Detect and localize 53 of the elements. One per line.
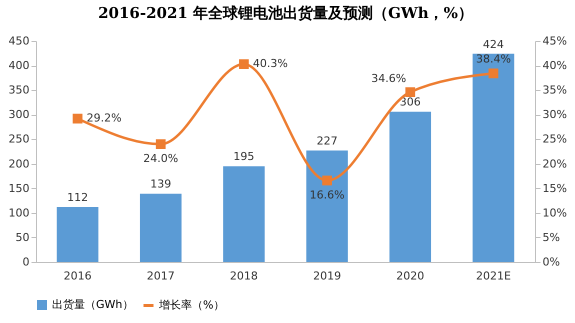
point bbox=[322, 176, 332, 186]
y-tick-label: 150 bbox=[8, 182, 30, 195]
y2-tick-label: 35% bbox=[542, 84, 567, 97]
x-tick-label: 2017 bbox=[146, 270, 175, 282]
y2-tick-label: 30% bbox=[542, 108, 567, 122]
chart-title: 2016-2021 年全球锂电池出货量及预测（GWh，%） bbox=[98, 4, 473, 22]
y-tick-label: 400 bbox=[8, 59, 30, 72]
point bbox=[239, 59, 249, 69]
y-tick-label: 300 bbox=[8, 108, 30, 122]
y-tick-label: 200 bbox=[8, 157, 30, 170]
bar bbox=[306, 150, 348, 262]
x-tick-label: 2021E bbox=[476, 270, 511, 282]
legend-label: 增长率（%） bbox=[158, 298, 224, 312]
bar bbox=[223, 166, 265, 262]
y-tick-label: 0 bbox=[22, 256, 30, 268]
point bbox=[156, 139, 166, 150]
bar bbox=[140, 194, 182, 262]
bar bbox=[472, 54, 514, 262]
point bbox=[488, 68, 498, 78]
x-tick-label: 2018 bbox=[230, 270, 258, 282]
y-tick-label: 350 bbox=[8, 84, 30, 97]
x-tick-label: 2016 bbox=[64, 270, 92, 282]
point bbox=[405, 87, 416, 97]
y2-tick-label: 40% bbox=[542, 59, 567, 72]
data-label: 29.2% bbox=[86, 112, 122, 125]
data-label: 34.6% bbox=[371, 72, 406, 86]
data-label: 40.3% bbox=[252, 57, 288, 70]
data-label: 306 bbox=[400, 96, 421, 109]
data-label: 112 bbox=[67, 190, 88, 204]
y2-tick-label: 0% bbox=[542, 256, 560, 268]
y2-tick-label: 15% bbox=[542, 182, 567, 195]
y2-tick-label: 5% bbox=[542, 230, 560, 244]
point bbox=[72, 114, 82, 124]
y-tick-label: 100 bbox=[8, 206, 30, 220]
data-label: 424 bbox=[482, 38, 504, 51]
data-label: 139 bbox=[150, 178, 172, 191]
data-label: 16.6% bbox=[310, 188, 345, 202]
y-tick-label: 250 bbox=[8, 132, 30, 146]
x-tick-label: 2020 bbox=[396, 270, 424, 282]
y2-tick-label: 20% bbox=[542, 157, 567, 170]
y-tick-label: 450 bbox=[8, 34, 30, 48]
y2-tick-label: 45% bbox=[542, 34, 567, 48]
bar bbox=[389, 112, 432, 262]
y2-tick-label: 10% bbox=[542, 206, 567, 220]
y2-tick-label: 25% bbox=[542, 132, 567, 146]
data-label: 227 bbox=[316, 134, 338, 148]
x-tick-label: 2019 bbox=[313, 270, 342, 282]
legend-label: 出货量（GWh） bbox=[52, 298, 134, 311]
data-label: 38.4% bbox=[476, 52, 511, 66]
data-label: 195 bbox=[233, 150, 254, 164]
data-label: 24.0% bbox=[143, 152, 178, 166]
y-tick-label: 50 bbox=[16, 230, 30, 244]
bar bbox=[56, 206, 98, 262]
